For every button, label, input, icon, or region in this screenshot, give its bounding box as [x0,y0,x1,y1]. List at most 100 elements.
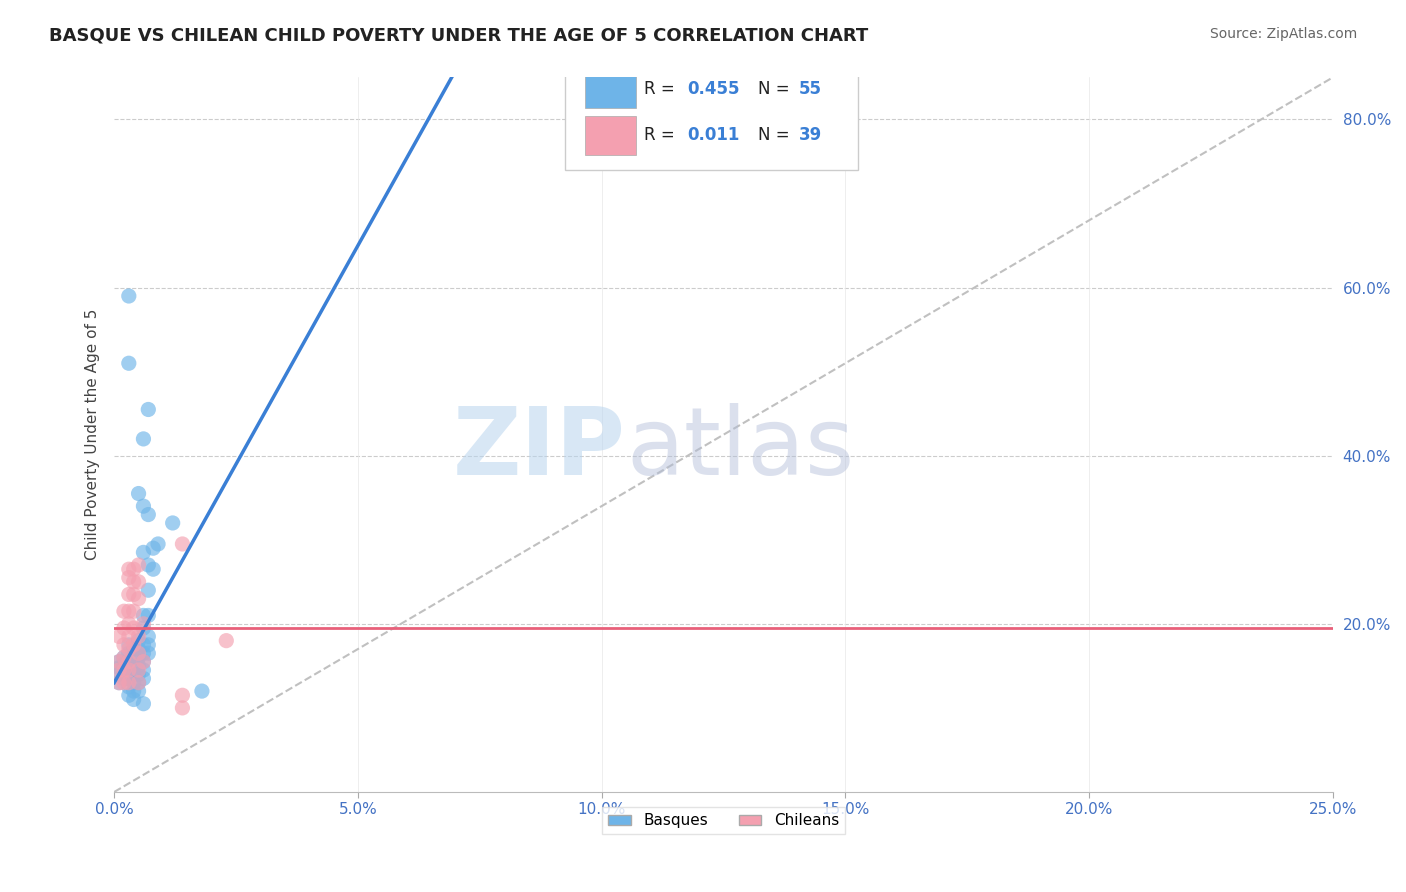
Point [118,672,141,686]
Point [128,646,150,660]
Point [191,684,214,698]
Point [136,646,159,660]
Point [118,630,141,644]
Point [122,650,145,665]
Point [112,638,135,652]
Point [128,667,150,681]
Point [112,663,135,677]
Point [128,591,150,606]
Point [112,660,135,674]
Point [122,642,145,657]
Point [128,574,150,589]
Point [118,646,141,660]
Point [132,646,155,660]
Point [122,587,145,601]
Point [136,508,159,522]
Point [122,660,145,674]
Point [108,660,131,674]
Point [108,663,131,677]
Point [132,616,155,631]
Point [118,638,141,652]
Point [132,638,155,652]
Text: 55: 55 [799,79,823,97]
Text: atlas: atlas [626,403,855,495]
Legend: Basques, Chileans: Basques, Chileans [602,807,845,834]
Point [122,604,145,618]
Point [108,675,131,690]
Point [128,675,150,690]
Point [128,675,150,690]
Point [112,621,135,635]
Point [112,672,135,686]
Point [118,356,141,370]
Point [118,663,141,677]
Point [112,604,135,618]
Point [132,655,155,669]
Point [162,516,184,530]
Point [132,697,155,711]
Text: N =: N = [758,79,794,97]
Point [136,630,159,644]
Point [118,680,141,694]
Point [172,688,194,702]
Point [132,432,155,446]
Point [136,638,159,652]
Text: 0.455: 0.455 [688,79,740,97]
Text: BASQUE VS CHILEAN CHILD POVERTY UNDER THE AGE OF 5 CORRELATION CHART: BASQUE VS CHILEAN CHILD POVERTY UNDER TH… [49,27,869,45]
Point [122,667,145,681]
Point [172,537,194,551]
Point [128,658,150,673]
Point [122,684,145,698]
Point [128,558,150,572]
Point [118,688,141,702]
Point [122,638,145,652]
Text: N =: N = [758,126,794,145]
Point [108,630,131,644]
Point [128,486,150,500]
Point [118,604,141,618]
Point [142,541,165,556]
Point [122,692,145,706]
Point [122,621,145,635]
Point [108,655,131,669]
Point [142,562,165,576]
Point [132,655,155,669]
Point [136,583,159,598]
Text: R =: R = [644,126,681,145]
Point [108,655,131,669]
Point [118,655,141,669]
Point [136,608,159,623]
Point [146,537,169,551]
Text: ZIP: ZIP [453,403,626,495]
Point [122,675,145,690]
Point [128,650,150,665]
Point [132,545,155,559]
FancyBboxPatch shape [565,53,858,170]
Point [128,684,150,698]
Point [132,499,155,513]
Point [215,633,238,648]
Point [132,663,155,677]
Point [118,655,141,669]
Point [132,608,155,623]
Text: Source: ZipAtlas.com: Source: ZipAtlas.com [1209,27,1357,41]
FancyBboxPatch shape [585,70,636,108]
Point [118,642,141,657]
Point [118,663,141,677]
Text: 39: 39 [799,126,823,145]
Point [118,587,141,601]
Point [122,574,145,589]
Point [118,562,141,576]
Point [112,675,135,690]
Text: R =: R = [644,79,681,97]
Point [118,675,141,690]
Point [128,663,150,677]
Point [136,558,159,572]
Point [132,621,155,635]
Point [112,650,135,665]
Point [118,571,141,585]
Point [132,672,155,686]
Point [172,701,194,715]
Point [108,667,131,681]
Point [118,616,141,631]
